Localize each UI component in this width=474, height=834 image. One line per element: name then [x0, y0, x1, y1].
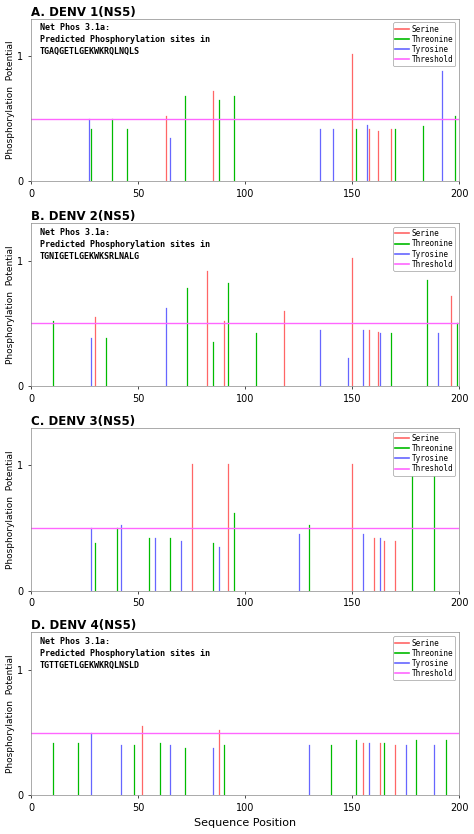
Legend: Serine, Threonine, Tyrosine, Threshold: Serine, Threonine, Tyrosine, Threshold	[393, 23, 456, 67]
Y-axis label: Phosphorylation  Potential: Phosphorylation Potential	[6, 41, 15, 159]
Text: D. DENV 4(NS5): D. DENV 4(NS5)	[31, 620, 137, 632]
Legend: Serine, Threonine, Tyrosine, Threshold: Serine, Threonine, Tyrosine, Threshold	[393, 432, 456, 475]
Legend: Serine, Threonine, Tyrosine, Threshold: Serine, Threonine, Tyrosine, Threshold	[393, 636, 456, 681]
Y-axis label: Phosphorylation  Potential: Phosphorylation Potential	[6, 655, 15, 773]
Text: C. DENV 3(NS5): C. DENV 3(NS5)	[31, 414, 135, 428]
Text: Net Phos 3.1a:
Predicted Phosphorylation sites in
TGTTGETLGEKWKRQLNSLD: Net Phos 3.1a: Predicted Phosphorylation…	[40, 637, 210, 670]
Text: Net Phos 3.1a:
Predicted Phosphorylation sites in
TGNIGETLGEKWKSRLNALG: Net Phos 3.1a: Predicted Phosphorylation…	[40, 228, 210, 261]
Legend: Serine, Threonine, Tyrosine, Threshold: Serine, Threonine, Tyrosine, Threshold	[393, 227, 456, 271]
Text: B. DENV 2(NS5): B. DENV 2(NS5)	[31, 210, 136, 224]
Y-axis label: Phosphorylation  Potential: Phosphorylation Potential	[6, 450, 15, 569]
Y-axis label: Phosphorylation  Potential: Phosphorylation Potential	[6, 245, 15, 364]
Text: Net Phos 3.1a:
Predicted Phosphorylation sites in
TGAQGETLGEKWKRQLNQLS: Net Phos 3.1a: Predicted Phosphorylation…	[40, 23, 210, 56]
Text: A. DENV 1(NS5): A. DENV 1(NS5)	[31, 6, 136, 18]
X-axis label: Sequence Position: Sequence Position	[194, 818, 296, 828]
